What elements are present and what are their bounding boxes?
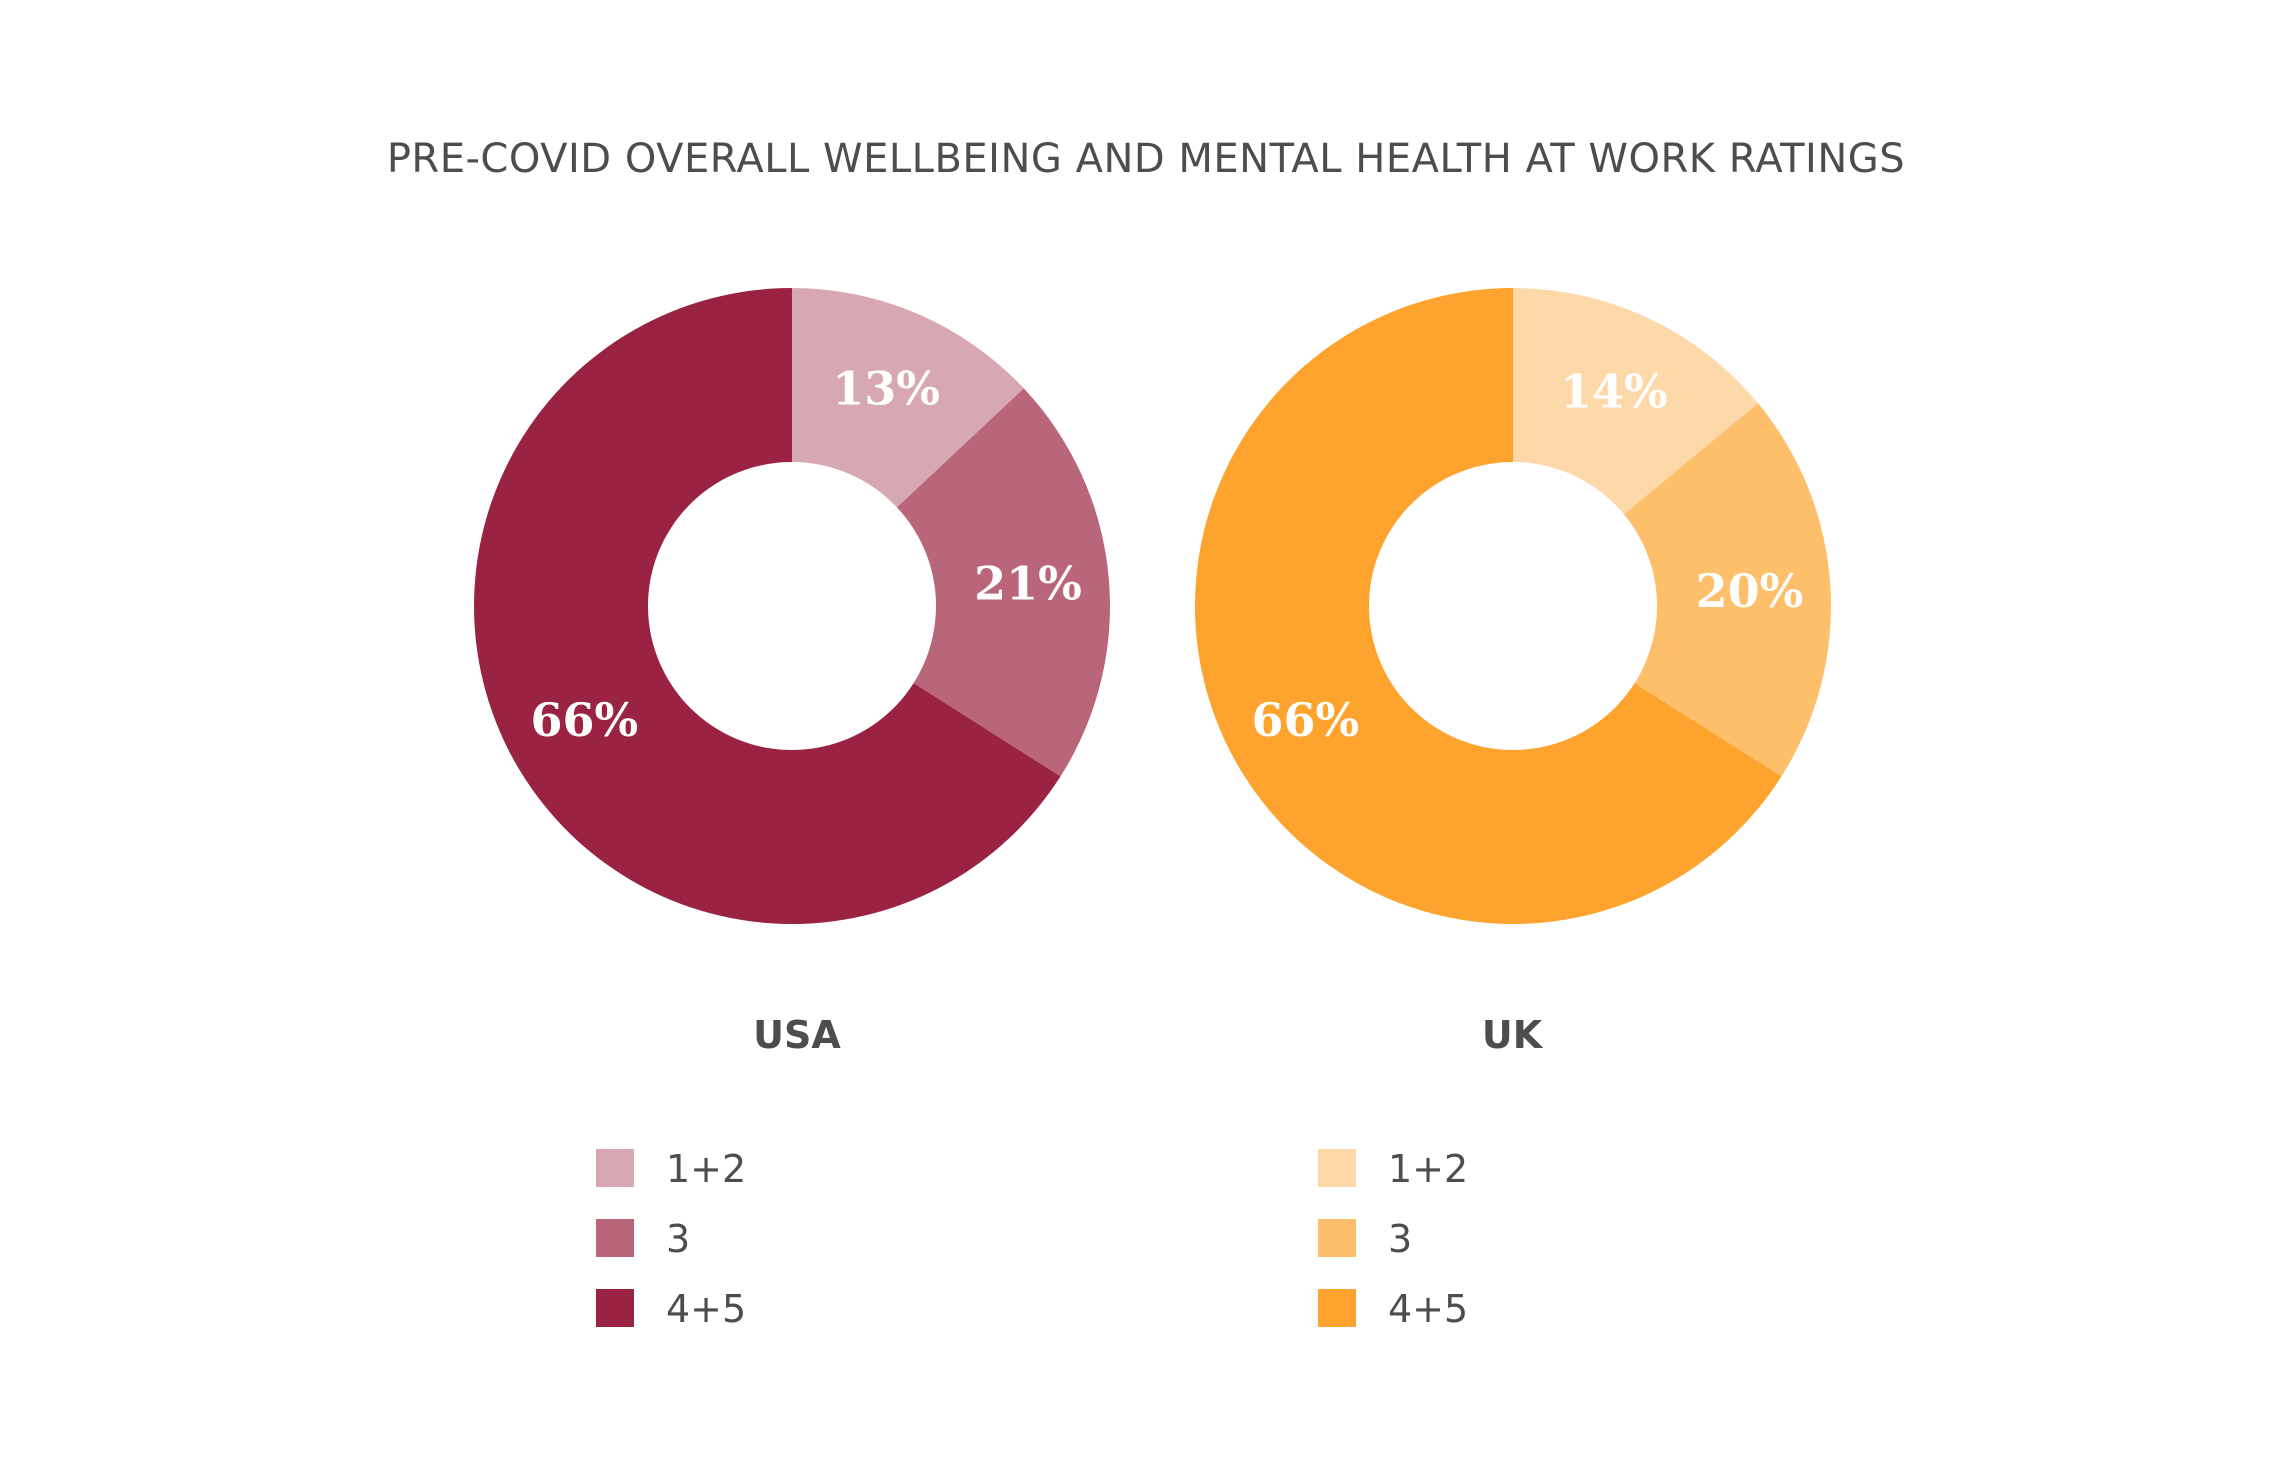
legend-label-usa-1-2: 1+2	[666, 1147, 746, 1191]
legend-swatch-usa-4-5	[596, 1289, 634, 1327]
slice-uk-3	[1623, 403, 1831, 777]
slice-usa-4-5	[473, 288, 1061, 925]
legend-label-uk-3: 3	[1388, 1217, 1412, 1261]
slice-label-uk-1-2: 14%	[1560, 365, 1668, 419]
legend-swatch-uk-4-5	[1318, 1289, 1356, 1327]
legend-swatch-uk-1-2	[1318, 1149, 1356, 1187]
legend-label-usa-4-5: 4+5	[666, 1287, 746, 1331]
slice-label-usa-3: 21%	[974, 557, 1082, 611]
legend-uk: 1+2 3 4+5	[1318, 1147, 1468, 1331]
donut-chart-uk: 14% 20% 66%	[1195, 288, 1831, 925]
legend-swatch-usa-1-2	[596, 1149, 634, 1187]
legend-label-usa-3: 3	[666, 1217, 690, 1261]
slice-uk-4-5	[1195, 288, 1782, 925]
slice-usa-3	[896, 388, 1110, 777]
slice-uk-1-2	[1513, 288, 1759, 515]
legend-label-uk-4-5: 4+5	[1388, 1287, 1468, 1331]
slice-usa-1-2	[792, 288, 1024, 508]
country-label-uk: UK	[1482, 1013, 1544, 1057]
legend-swatch-usa-3	[596, 1219, 634, 1257]
legend-swatch-uk-3	[1318, 1219, 1356, 1257]
slice-label-uk-4-5: 66%	[1251, 693, 1359, 747]
donut-chart-usa: 13% 21% 66%	[473, 288, 1110, 925]
legend-label-uk-1-2: 1+2	[1388, 1147, 1468, 1191]
slice-label-usa-1-2: 13%	[832, 361, 940, 415]
slice-label-usa-4-5: 66%	[530, 693, 638, 747]
slice-label-uk-3: 20%	[1696, 564, 1804, 618]
chart-title: PRE-COVID OVERALL WELLBEING AND MENTAL H…	[387, 136, 1905, 182]
country-label-usa: USA	[753, 1013, 841, 1057]
legend-usa: 1+2 3 4+5	[596, 1147, 746, 1331]
